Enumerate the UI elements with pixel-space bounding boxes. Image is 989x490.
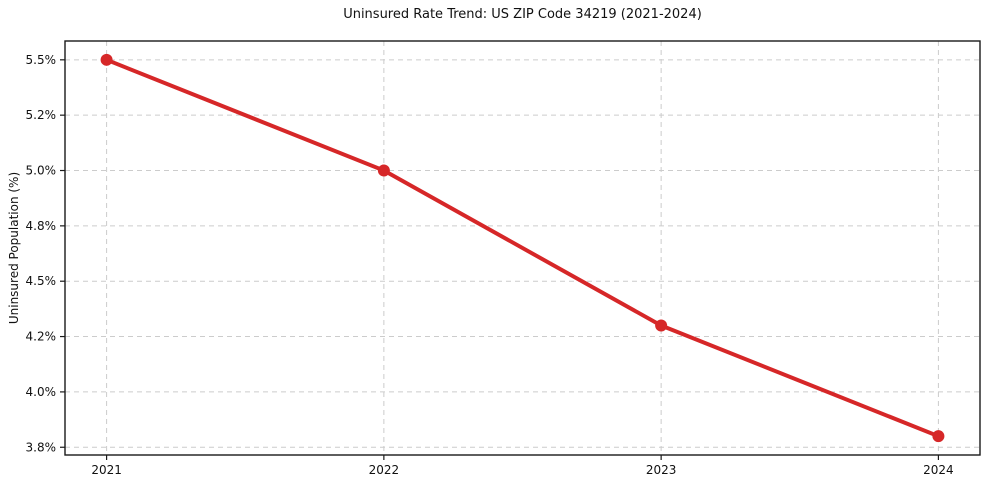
y-tick-label: 5.5% [26, 53, 57, 67]
y-tick-label: 4.0% [26, 385, 57, 399]
y-tick-label: 4.8% [26, 219, 57, 233]
data-point [932, 430, 945, 443]
y-axis-label: Uninsured Population (%) [7, 171, 21, 325]
x-tick-label: 2022 [369, 463, 400, 477]
data-point [100, 53, 113, 66]
y-tick-label: 4.5% [26, 274, 57, 288]
x-tick-label: 2021 [91, 463, 122, 477]
trend-line [104, 57, 941, 439]
data-point [655, 319, 668, 332]
x-tick-label: 2023 [646, 463, 677, 477]
plot-border [64, 40, 981, 456]
y-tick-label: 4.2% [26, 330, 57, 344]
y-tick-label: 5.2% [26, 108, 57, 122]
y-tick-label: 5.0% [26, 164, 57, 178]
chart-title: Uninsured Rate Trend: US ZIP Code 34219 … [343, 7, 702, 22]
x-tick-label: 2024 [923, 463, 954, 477]
data-point [377, 164, 390, 177]
y-tick-label: 3.8% [26, 440, 57, 454]
